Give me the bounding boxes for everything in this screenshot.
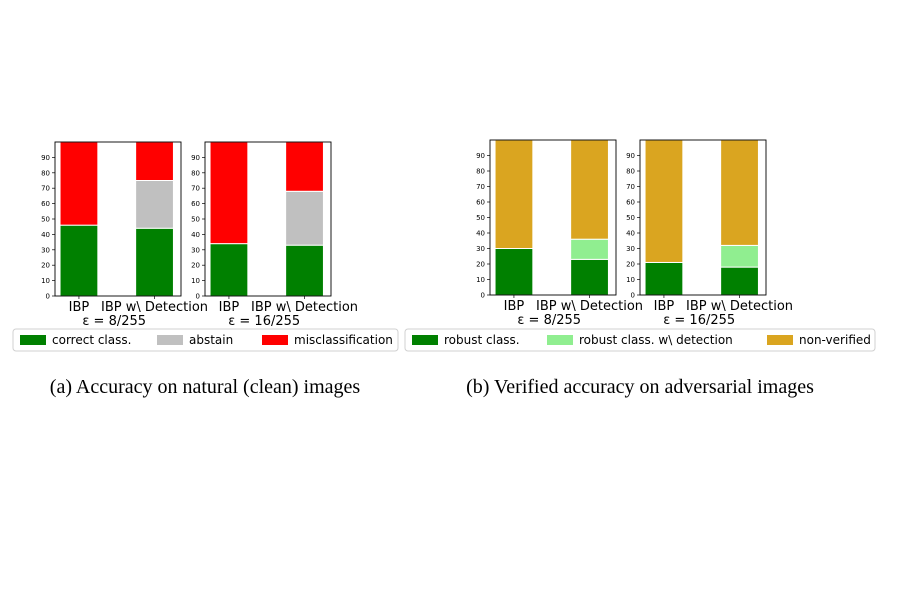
- y-tick-label: 60: [476, 199, 485, 207]
- y-tick-label: 90: [626, 152, 635, 160]
- y-tick-label: 40: [191, 231, 200, 239]
- x-tick-label: IBP w\ Detection: [251, 300, 358, 315]
- bar-segment-misclassification-2: [135, 141, 174, 181]
- legend-1: correct class. abstain misclassification: [12, 328, 399, 352]
- bar-segment-robust-class-w-detection-2: [720, 244, 759, 268]
- legend-swatch: [767, 335, 793, 345]
- bar-segment-misclassification-1: [59, 141, 99, 226]
- epsilon-label: ε = 16/255: [663, 313, 735, 328]
- y-tick-label: 10: [41, 277, 50, 285]
- y-tick-label: 20: [626, 261, 635, 269]
- epsilon-label: ε = 8/255: [517, 313, 581, 328]
- y-tick-label: 70: [41, 185, 50, 193]
- y-tick-label: 20: [191, 262, 200, 270]
- legend-label: non-verified: [799, 333, 871, 347]
- y-tick-label: 90: [476, 152, 485, 160]
- legend-2: robust class. robust class. w\ detection n…: [404, 328, 876, 352]
- bar-segment-correct-class--1: [59, 224, 99, 297]
- y-tick-label: 50: [476, 214, 485, 222]
- bar-segment-non-verified-1: [494, 139, 534, 249]
- y-tick-label: 20: [476, 261, 485, 269]
- y-tick-label: 0: [481, 292, 485, 300]
- y-tick-label: 70: [476, 183, 485, 191]
- legend-swatch: [262, 335, 288, 345]
- bar-segment-correct-class--1: [209, 243, 249, 297]
- y-tick-label: 90: [41, 154, 50, 162]
- x-tick-label: IBP w\ Detection: [536, 299, 643, 314]
- x-tick-label: IBP: [219, 300, 240, 315]
- y-tick-label: 70: [626, 183, 635, 191]
- bar-segment-misclassification-1: [209, 141, 249, 245]
- legend-label: correct class.: [52, 333, 131, 347]
- charts-group: IBP IBP w\ Detection0102030405060708090IB…: [41, 139, 793, 329]
- y-tick-label: 30: [626, 245, 635, 253]
- y-tick-label: 70: [191, 185, 200, 193]
- y-tick-label: 40: [626, 230, 635, 238]
- y-tick-label: 20: [41, 262, 50, 270]
- legend-label: robust class. w\ detection: [579, 333, 733, 347]
- x-tick-label: IBP: [504, 299, 525, 314]
- y-tick-label: 90: [191, 154, 200, 162]
- epsilon-label: ε = 16/255: [228, 314, 300, 329]
- bar-segment-correct-class--2: [285, 244, 324, 297]
- y-tick-label: 0: [631, 292, 635, 300]
- y-tick-label: 10: [476, 276, 485, 284]
- x-tick-label: IBP: [654, 299, 675, 314]
- chart-2: IBP IBP w\ Detection 0 10 20 30 40 50 60 70 80 90: [191, 141, 358, 315]
- y-tick-label: 10: [191, 277, 200, 285]
- y-tick-label: 30: [41, 246, 50, 254]
- y-tick-label: 30: [191, 246, 200, 254]
- legend-label: misclassification: [294, 333, 393, 347]
- y-tick-label: 50: [191, 216, 200, 224]
- legend-frame: [12, 328, 399, 352]
- bar-segment-robust-class-w-detection-2: [570, 238, 609, 260]
- y-tick-label: 60: [191, 200, 200, 208]
- x-tick-label: IBP w\ Detection: [101, 300, 208, 315]
- y-tick-label: 0: [196, 293, 200, 301]
- legend-label: abstain: [189, 333, 233, 347]
- epsilon-label: ε = 8/255: [82, 314, 146, 329]
- x-tick-label: IBP w\ Detection: [686, 299, 793, 314]
- bar-segment-abstain-2: [285, 190, 324, 246]
- legend-swatch: [547, 335, 573, 345]
- y-tick-label: 80: [191, 169, 200, 177]
- caption-b: (b) Verified accuracy on adversarial ima…: [466, 376, 814, 398]
- y-tick-label: 80: [476, 168, 485, 176]
- caption-a: (a) Accuracy on natural (clean) images: [50, 376, 361, 398]
- bar-segment-misclassification-2: [285, 141, 324, 192]
- bar-segment-robust-class--1: [644, 261, 684, 296]
- bar-segment-robust-class--1: [494, 248, 534, 296]
- legend-frame: [404, 328, 876, 352]
- y-tick-label: 0: [46, 293, 50, 301]
- bar-segment-correct-class--2: [135, 227, 174, 297]
- y-tick-label: 60: [41, 200, 50, 208]
- y-tick-label: 30: [476, 245, 485, 253]
- legend-swatch: [20, 335, 46, 345]
- bar-segment-non-verified-1: [644, 139, 684, 263]
- legend-swatch: [412, 335, 438, 345]
- y-tick-label: 80: [41, 169, 50, 177]
- bar-segment-robust-class--2: [720, 266, 759, 296]
- y-tick-label: 40: [476, 230, 485, 238]
- x-tick-label: IBP: [69, 300, 90, 315]
- y-tick-label: 50: [626, 214, 635, 222]
- bar-segment-non-verified-2: [720, 139, 759, 246]
- legend-label: robust class.: [444, 333, 520, 347]
- bar-segment-non-verified-2: [570, 139, 609, 240]
- y-tick-label: 60: [626, 199, 635, 207]
- legend-swatch: [157, 335, 183, 345]
- y-tick-label: 10: [626, 276, 635, 284]
- y-tick-label: 80: [626, 168, 635, 176]
- chart-4: IBP IBP w\ Detection 0 10 20 30 40 50 60 70 80 90: [626, 139, 793, 314]
- y-tick-label: 40: [41, 231, 50, 239]
- bar-segment-abstain-2: [135, 180, 174, 229]
- y-tick-label: 50: [41, 216, 50, 224]
- bar-segment-robust-class--2: [570, 258, 609, 296]
- legends-group: correct class. abstain misclassification ro…: [12, 328, 876, 352]
